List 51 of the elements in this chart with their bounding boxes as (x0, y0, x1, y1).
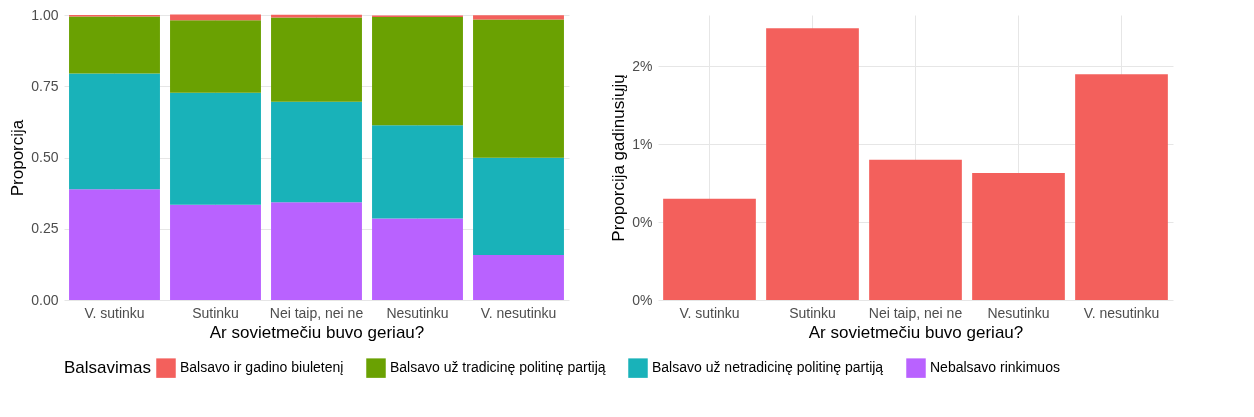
y-tick-label: 1.00 (31, 6, 59, 23)
x-tick-label: V. nesutinku (480, 304, 557, 321)
y-tick-label: 2% (632, 57, 653, 74)
x-tick-label: Sutinku (192, 304, 239, 321)
x-tick-label: Nei taip, nei ne (868, 304, 963, 321)
bar (473, 15, 564, 20)
bar (170, 14, 261, 21)
y-axis-title: Proporcija (8, 119, 28, 197)
x-tick-label: Nesutinku (987, 304, 1050, 321)
bar (170, 20, 261, 93)
bar (271, 202, 362, 300)
bar (663, 198, 756, 300)
x-tick-label: Sutinku (789, 304, 836, 321)
y-tick-label: 0% (632, 291, 653, 308)
bar (1075, 74, 1168, 300)
x-tick-label: V. nesutinku (1083, 304, 1160, 321)
y-tick-label: 0.25 (31, 220, 59, 237)
y-tick-label: 0.50 (31, 149, 59, 165)
x-tick-label: V. sutinku (679, 304, 740, 321)
bar (69, 189, 160, 300)
bar (473, 254, 564, 300)
y-tick-label: 0.00 (31, 291, 59, 308)
bar (271, 17, 362, 102)
y-axis-title: Proporcija gadinusiųjų (609, 74, 629, 242)
x-axis-title: Ar sovietmečiu buvo geriau? (209, 322, 425, 342)
bar (69, 16, 160, 74)
bar (473, 157, 564, 255)
legend-label: Nebalsavo rinkimuos (930, 359, 1060, 376)
bar (170, 204, 261, 300)
bar (271, 101, 362, 203)
y-tick-label: 1% (632, 135, 653, 152)
y-tick-label: 0.75 (31, 77, 59, 94)
bar (372, 218, 463, 300)
bar (473, 19, 564, 158)
y-tick-label: 0% (632, 213, 653, 230)
bar (372, 125, 463, 219)
x-tick-label: Nei taip, nei ne (269, 304, 364, 321)
x-tick-label: V. sutinku (84, 304, 145, 321)
bar (766, 28, 859, 300)
legend-label: Balsavo už netradicinę politinę partiją (652, 359, 884, 376)
legend-label: Balsavo ir gadino biuletenį (180, 359, 344, 376)
x-tick-label: Nesutinku (386, 304, 449, 321)
legend-label: Balsavo už tradicinę politinę partiją (390, 359, 606, 376)
bar (69, 73, 160, 190)
x-axis-title: Ar sovietmečiu buvo geriau? (808, 322, 1024, 342)
bar (972, 173, 1065, 300)
bar (271, 14, 362, 18)
bar (170, 92, 261, 205)
bar (869, 159, 962, 300)
bar (372, 17, 463, 126)
legend-title: Balsavimas (64, 358, 151, 377)
